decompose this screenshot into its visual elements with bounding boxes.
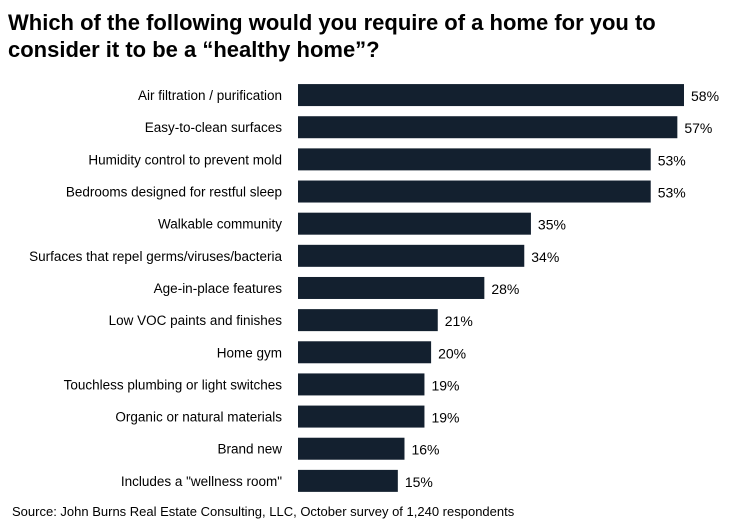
category-label: Home gym	[217, 345, 282, 360]
bar	[298, 373, 425, 396]
bar	[298, 341, 432, 364]
bar	[298, 244, 525, 267]
value-label: 34%	[531, 249, 559, 265]
value-label: 20%	[438, 345, 466, 361]
category-label: Includes a "wellness room"	[121, 474, 282, 489]
category-label: Age-in-place features	[154, 281, 283, 296]
category-label: Bedrooms designed for restful sleep	[66, 185, 282, 200]
category-label: Easy-to-clean surfaces	[145, 120, 283, 135]
chart-title-line-1: Which of the following would you require…	[8, 10, 656, 35]
value-label: 21%	[445, 313, 473, 329]
value-label: 57%	[684, 120, 712, 136]
bar	[298, 212, 531, 235]
value-label: 19%	[431, 377, 459, 393]
chart-title-line-2: consider it to be a “healthy home”?	[8, 37, 380, 62]
bar	[298, 148, 651, 171]
category-label: Touchless plumbing or light switches	[64, 377, 283, 392]
bar	[298, 84, 684, 107]
value-label: 58%	[691, 88, 719, 104]
value-label: 19%	[431, 410, 459, 426]
bar	[298, 309, 438, 332]
value-label: 28%	[491, 281, 519, 297]
chart-title: Which of the following would you require…	[8, 9, 728, 63]
category-label: Low VOC paints and finishes	[109, 313, 283, 328]
value-label: 15%	[405, 474, 433, 490]
bar	[298, 116, 678, 139]
category-label: Surfaces that repel germs/viruses/bacter…	[29, 249, 282, 264]
bar	[298, 180, 651, 203]
value-label: 53%	[658, 152, 686, 168]
category-label: Brand new	[217, 442, 282, 457]
bar	[298, 437, 405, 460]
bar	[298, 469, 398, 492]
category-label: Air filtration / purification	[138, 88, 282, 103]
value-label: 53%	[658, 185, 686, 201]
category-label: Walkable community	[158, 217, 282, 232]
category-label: Humidity control to prevent mold	[88, 152, 282, 167]
value-label: 35%	[538, 217, 566, 233]
value-label: 16%	[411, 442, 439, 458]
source-note: Source: John Burns Real Estate Consultin…	[12, 504, 515, 519]
category-label: Organic or natural materials	[115, 410, 282, 425]
bar	[298, 405, 425, 428]
bar	[298, 276, 485, 299]
